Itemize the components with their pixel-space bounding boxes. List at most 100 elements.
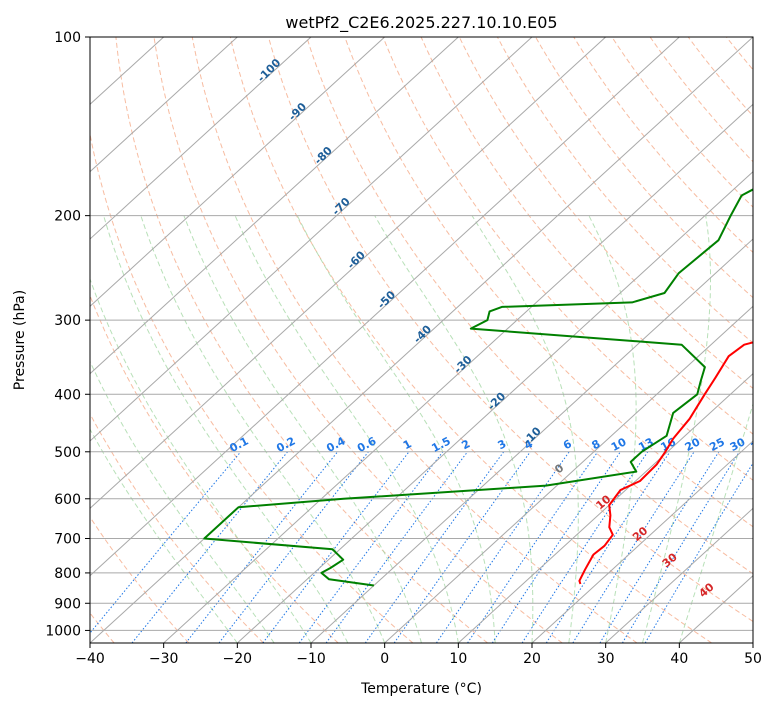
mixing-ratio-label: 30 [728, 435, 748, 454]
isotherm-line [90, 37, 753, 643]
isotherm-label: -20 [485, 389, 508, 412]
mixing-ratio-line [298, 451, 444, 643]
chart-title: wetPf2_C2E6.2025.227.10.10.E05 [285, 13, 557, 33]
isotherm-label: -50 [375, 288, 398, 311]
y-tick-label: 600 [54, 492, 81, 508]
isotherm-line [457, 372, 753, 643]
mixing-ratio-line [185, 451, 338, 643]
y-tick-label: 500 [54, 445, 81, 461]
x-axis: −40 −30 −20 −10 0 10 20 30 40 50 [75, 643, 762, 667]
x-tick-label: 40 [670, 651, 688, 667]
moist-adiabat [588, 215, 637, 643]
dry-adiabat [611, 37, 753, 208]
mixing-ratio-line [131, 451, 288, 643]
dry-adiabat [573, 37, 753, 254]
moist-adiabat [296, 215, 496, 643]
dry-adiabat [191, 37, 638, 643]
isotherm-line [90, 37, 238, 173]
x-tick-label: −40 [75, 651, 105, 667]
moist-adiabat [678, 402, 753, 643]
dry-adiabat [765, 37, 775, 643]
isotherm-line [90, 37, 386, 308]
x-tick-label: −20 [223, 651, 253, 667]
isotherm-label: -100 [255, 56, 284, 85]
mixing-ratio-label: 25 [707, 435, 727, 454]
isotherm-line [90, 37, 607, 510]
y-tick-label: 400 [54, 387, 81, 403]
isotherm-line [605, 507, 753, 643]
mixing-ratio-label: 20 [683, 435, 703, 454]
dry-adiabat [306, 37, 753, 575]
moist-adiabat [140, 215, 386, 643]
isotherm-line [384, 305, 753, 643]
dry-adiabat [649, 37, 753, 163]
dry-adiabat [496, 37, 753, 344]
y-tick-label: 700 [54, 532, 81, 548]
mixing-ratio-line [572, 451, 695, 643]
isotherm-line [90, 37, 680, 577]
mixing-ratio-label: 10 [609, 435, 629, 454]
adiabat-label: 40 [697, 580, 717, 600]
dry-adiabat [726, 37, 753, 71]
mixing-ratio-line [435, 451, 570, 643]
y-axis-label: Pressure (hPa) [12, 290, 28, 390]
x-tick-label: −30 [149, 651, 179, 667]
adiabat-label: 30 [660, 550, 680, 570]
isotherm-label: -80 [312, 144, 335, 167]
isotherm-line [90, 37, 533, 442]
dry-adiabat [115, 37, 488, 643]
y-axis: 100 200 300 400 500 600 700 800 900 1000 [45, 30, 90, 639]
mixing-ratio-label: 2 [459, 437, 472, 452]
moist-adiabat [183, 215, 422, 643]
x-axis-label: Temperature (°C) [360, 681, 482, 697]
x-tick-label: 50 [744, 651, 762, 667]
mixing-ratio-line [621, 451, 740, 643]
mixing-ratio-line [393, 451, 531, 643]
dry-adiabat [90, 516, 190, 643]
mixing-ratio-label: 6 [561, 437, 574, 452]
isotherm-label: -30 [451, 353, 474, 376]
mixing-ratio-line [218, 451, 369, 643]
temperature-profile-line [578, 341, 753, 585]
dry-adiabat [687, 37, 753, 117]
x-tick-label: 30 [597, 651, 615, 667]
profile-series [203, 188, 753, 587]
y-tick-label: 800 [54, 566, 81, 582]
isotherm-label: -90 [286, 100, 309, 123]
x-tick-label: −10 [296, 651, 326, 667]
dry-adiabat [90, 412, 264, 643]
isotherm-line [163, 103, 753, 643]
mixing-ratio-label: 3 [496, 437, 509, 452]
mixing-ratio-line [90, 451, 242, 634]
moist-adiabat [374, 215, 534, 643]
dry-adiabat [90, 131, 414, 643]
isotherm-line [752, 642, 753, 643]
x-tick-label: 20 [523, 651, 541, 667]
isotherm-line [90, 37, 459, 375]
moist-adiabat [90, 277, 312, 643]
dewpoint-profile-line [203, 188, 753, 587]
mixing-ratio-line [545, 451, 671, 643]
plot-frame [89, 36, 754, 644]
mixing-ratio-label: 8 [590, 437, 603, 452]
mixing-ratio-label: 36 [749, 435, 769, 454]
y-tick-label: 900 [54, 596, 81, 612]
x-tick-label: 10 [449, 651, 467, 667]
isotherm-line [310, 238, 753, 643]
mixing-ratio-label: 13 [636, 435, 656, 454]
y-tick-label: 1000 [45, 623, 81, 639]
y-tick-label: 300 [54, 313, 81, 329]
x-tick-label: 0 [380, 651, 389, 667]
moist-adiabat [642, 215, 711, 643]
isotherm-line [531, 440, 753, 643]
dry-adiabat [229, 37, 712, 643]
mixing-ratio-line [364, 451, 505, 643]
dry-adiabat [268, 37, 753, 623]
mixing-ratio-line [599, 451, 720, 643]
mixing-ratio-line [262, 451, 410, 643]
adiabat-label: 0 [552, 461, 566, 476]
mixing-ratio-line [325, 451, 468, 643]
dry-adiabat [344, 37, 753, 528]
dry-adiabat [535, 37, 753, 299]
